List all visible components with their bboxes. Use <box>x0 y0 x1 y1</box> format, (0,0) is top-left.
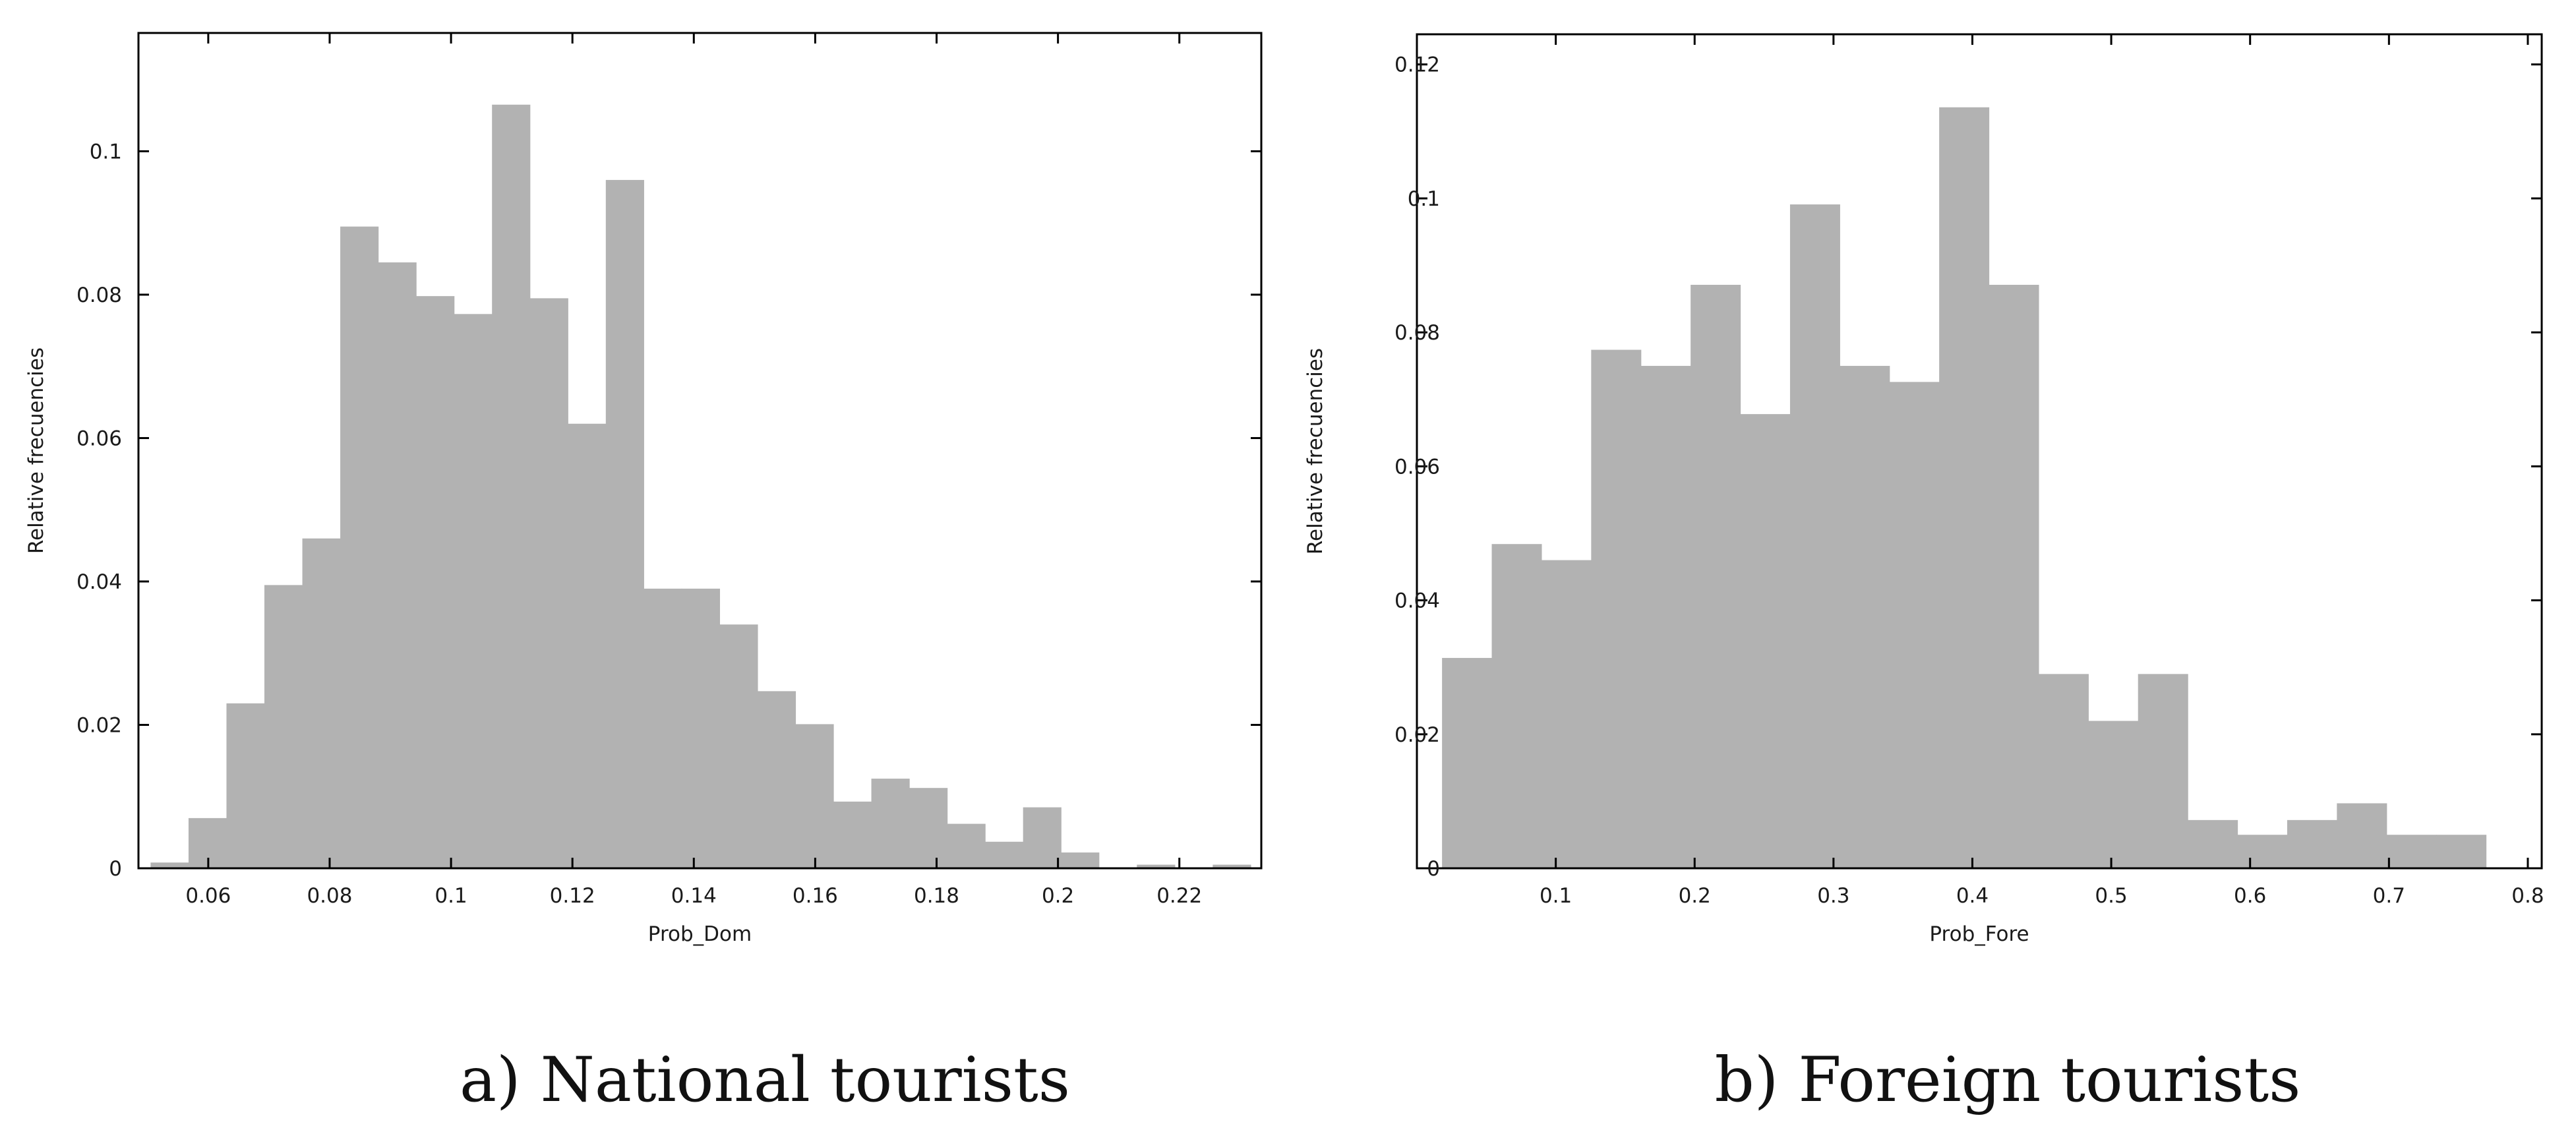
histogram-bar <box>1137 864 1176 868</box>
x-tick-label: 0.1 <box>1540 884 1572 908</box>
histogram-bar <box>1989 285 2039 868</box>
y-tick-label: 0.06 <box>1394 455 1440 479</box>
x-tick-label: 0.08 <box>307 884 352 908</box>
histogram-bar <box>378 262 417 868</box>
histogram-bar <box>1442 657 1493 868</box>
x-tick-label: 0.16 <box>793 884 838 908</box>
x-axis-label-national: Prob_Dom <box>648 922 752 946</box>
histogram-bars-national <box>150 104 1251 868</box>
histogram-bar <box>2287 819 2337 868</box>
histogram-bar <box>2337 803 2387 868</box>
y-axis-label-national: Relative frecuencies <box>24 347 48 554</box>
y-tick-label: 0.08 <box>1394 321 1440 345</box>
histogram-bar <box>1491 544 1542 868</box>
histogram-bar <box>2138 674 2188 868</box>
histogram-bar <box>985 841 1024 868</box>
x-tick-label: 0.3 <box>1817 884 1849 908</box>
histogram-bar <box>2436 835 2487 868</box>
panel-national-tourists: 0.06 0.08 0.1 0.12 0.14 0.16 0.18 0.2 0.22 0 0.02 0… <box>24 32 1263 1116</box>
x-tick-label: 0.22 <box>1156 884 1202 908</box>
histogram-bar <box>1640 365 1691 868</box>
x-tick-label: 0.1 <box>434 884 467 908</box>
histogram-bar <box>2386 835 2437 868</box>
y-tick-label: 0 <box>109 857 122 881</box>
x-tick-label: 0.8 <box>2511 884 2544 908</box>
x-tick-label: 0.06 <box>185 884 231 908</box>
y-tick-label: 0 <box>1427 857 1440 881</box>
y-tick-label: 0.06 <box>76 427 122 450</box>
histogram-bars-foreign <box>1442 107 2487 869</box>
y-tick-label: 0.1 <box>90 140 122 164</box>
axis-ticks-foreign: 0.1 0.2 0.3 0.4 0.5 0.6 0.7 0.8 0 0.02 0.04 0.06 0.0… <box>1394 34 2544 908</box>
x-tick-label: 0.7 <box>2373 884 2405 908</box>
histogram-bar <box>568 423 607 868</box>
plot-frame-foreign <box>1416 33 2543 870</box>
histogram-bar <box>150 862 189 868</box>
histogram-bar <box>2038 674 2089 868</box>
histogram-bar <box>605 179 644 868</box>
histogram-bar <box>264 585 303 868</box>
caption-national: a) National tourists <box>460 1044 1070 1116</box>
x-tick-label: 0.5 <box>2095 884 2127 908</box>
histogram-bar <box>833 801 872 868</box>
histogram-bar <box>2088 721 2139 868</box>
histogram-bar <box>1740 414 1791 868</box>
y-tick-label: 0.04 <box>76 570 122 594</box>
histogram-bar <box>416 296 455 868</box>
x-tick-label: 0.2 <box>1679 884 1711 908</box>
histogram-bar <box>1840 365 1890 868</box>
histogram-bar <box>454 314 493 868</box>
histogram-bar <box>909 788 948 868</box>
panel-foreign-tourists: 0.1 0.2 0.3 0.4 0.5 0.6 0.7 0.8 0 0.02 0.04 0.06 0.0… <box>1303 33 2544 1116</box>
histogram-bar <box>947 823 986 868</box>
histogram-bar <box>1939 107 1990 869</box>
y-tick-label: 0.04 <box>1394 589 1440 613</box>
histogram-bar <box>681 588 721 868</box>
histogram-bar <box>226 703 265 868</box>
histogram-bar <box>492 104 531 868</box>
histogram-bar <box>1541 560 1592 868</box>
axis-ticks-national: 0.06 0.08 0.1 0.12 0.14 0.16 0.18 0.2 0.22 0 0.02 0… <box>76 33 1261 908</box>
y-tick-label: 0.08 <box>76 283 122 307</box>
histogram-bar <box>1591 349 1642 868</box>
histogram-bar <box>1213 864 1251 868</box>
y-tick-label: 0.02 <box>1394 723 1440 747</box>
histogram-bar <box>644 588 682 868</box>
histogram-bar <box>1889 382 1940 868</box>
x-axis-label-foreign: Prob_Fore <box>1929 922 2029 946</box>
histogram-bar <box>1023 807 1062 868</box>
x-tick-label: 0.14 <box>671 884 717 908</box>
caption-foreign: b) Foreign tourists <box>1715 1044 2301 1116</box>
histogram-bar <box>719 624 758 868</box>
x-tick-label: 0.2 <box>1042 884 1074 908</box>
histogram-bar <box>2237 835 2288 868</box>
histogram-bar <box>1789 204 1840 868</box>
histogram-bar <box>1691 285 1741 868</box>
histogram-bar <box>529 298 568 868</box>
histogram-bar <box>302 538 341 868</box>
plot-frame-national <box>137 32 1263 870</box>
y-tick-label: 0.12 <box>1394 53 1440 77</box>
x-tick-label: 0.12 <box>550 884 595 908</box>
y-tick-label: 0.02 <box>76 713 122 737</box>
histogram-bar <box>2188 819 2238 868</box>
histogram-bar <box>795 724 834 868</box>
histogram-bar <box>871 779 910 868</box>
histogram-bar <box>340 226 379 868</box>
x-tick-label: 0.6 <box>2234 884 2266 908</box>
x-tick-label: 0.4 <box>1956 884 1989 908</box>
y-axis-label-foreign: Relative frecuencies <box>1303 348 1327 554</box>
histogram-bar <box>757 691 796 868</box>
y-tick-label: 0.1 <box>1408 187 1440 211</box>
histogram-bar <box>1061 852 1100 868</box>
x-tick-label: 0.18 <box>914 884 959 908</box>
